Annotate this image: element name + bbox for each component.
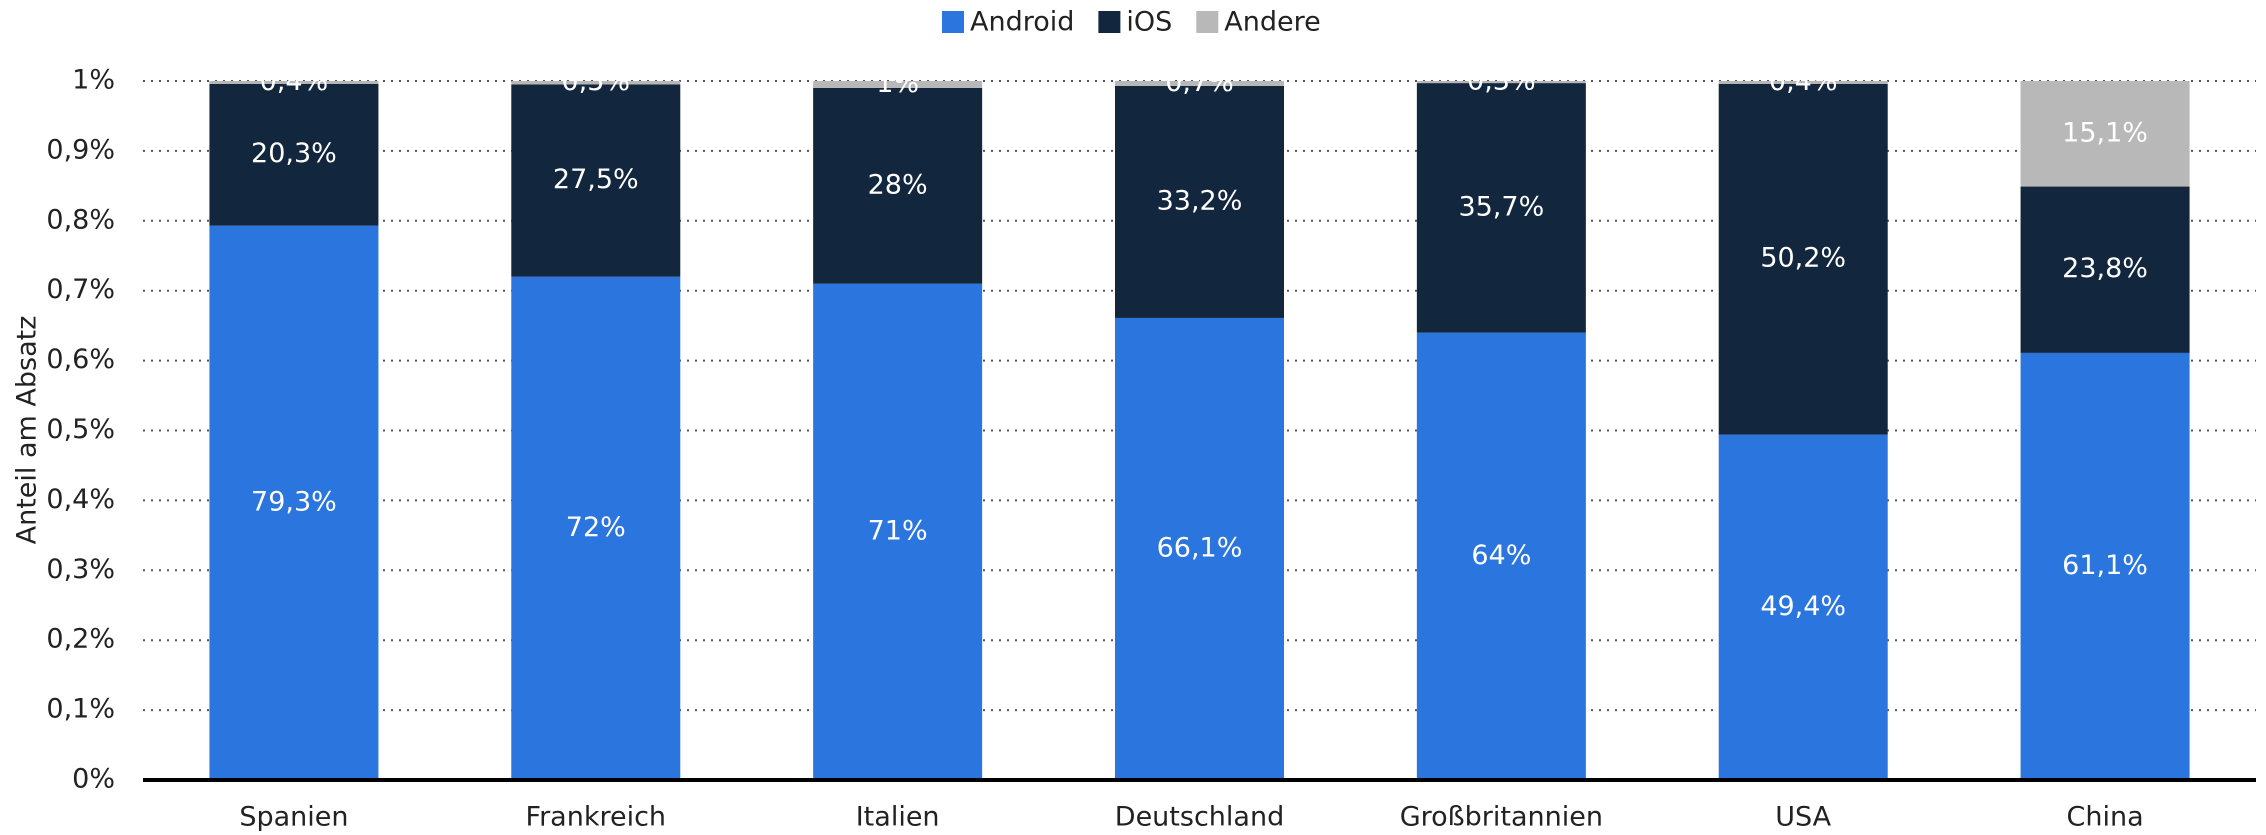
bar-segment <box>813 87 983 284</box>
data-label: 0,4% <box>1769 66 1838 97</box>
data-label: 35,7% <box>1458 191 1544 222</box>
bar-segment <box>511 276 681 780</box>
y-tick-label: 0,4% <box>46 484 115 515</box>
legend-label: Android <box>970 7 1074 38</box>
legend-swatch <box>1196 11 1219 33</box>
bar-segment <box>1416 81 1586 84</box>
data-label: 15,1% <box>2062 117 2148 148</box>
data-label: 0,7% <box>1165 67 1234 98</box>
bar-segment <box>813 283 983 780</box>
bar-segment <box>209 225 379 780</box>
bar-segment <box>813 81 983 88</box>
bar-segment <box>209 83 379 226</box>
y-tick-label: 0,5% <box>46 414 115 445</box>
bar-segment <box>1718 81 1888 84</box>
y-tick-label: 0,9% <box>46 134 115 165</box>
x-tick-label: Spanien <box>239 802 348 833</box>
y-tick-label: 0,1% <box>46 694 115 725</box>
data-label: 72% <box>566 512 626 543</box>
data-label: 66,1% <box>1157 532 1243 563</box>
data-label: 61,1% <box>2062 550 2148 581</box>
x-tick-label: Frankreich <box>526 802 667 833</box>
legend-label: iOS <box>1126 7 1172 38</box>
bar-segment <box>1718 434 1888 780</box>
bar-segment <box>2020 81 2190 187</box>
bar-segment <box>209 81 379 84</box>
data-label: 79,3% <box>251 486 337 517</box>
x-tick-label: Großbritannien <box>1400 802 1603 833</box>
x-tick-label: Italien <box>856 802 940 833</box>
legend-swatch <box>942 11 964 33</box>
legend-label: Andere <box>1224 7 1320 38</box>
bar-segment <box>2020 186 2190 353</box>
y-tick-label: 0,6% <box>46 344 115 375</box>
bar-segment <box>1416 332 1586 780</box>
y-tick-label: 0,3% <box>46 554 115 585</box>
bar-segment <box>1115 85 1284 318</box>
data-label: 0,5% <box>561 66 630 97</box>
y-tick-label: 0,8% <box>46 204 115 235</box>
data-label: 33,2% <box>1157 185 1243 216</box>
y-tick-label: 1% <box>72 65 115 96</box>
bar-segment <box>511 84 681 277</box>
bar-segment <box>511 81 681 85</box>
data-label: 27,5% <box>553 164 639 195</box>
bar-segment <box>1416 83 1586 333</box>
bar-segment <box>2020 352 2190 780</box>
data-label: 71% <box>868 515 928 546</box>
data-label: 1% <box>876 68 919 99</box>
data-label: 49,4% <box>1760 591 1846 622</box>
data-label: 23,8% <box>2062 253 2148 284</box>
data-label: 50,2% <box>1760 243 1846 274</box>
y-tick-label: 0,2% <box>46 624 115 655</box>
bar-segment <box>1115 317 1284 780</box>
y-axis-label: Anteil am Absatz <box>12 316 43 545</box>
data-label: 0,3% <box>1467 66 1536 97</box>
x-tick-label: USA <box>1775 802 1831 833</box>
y-tick-label: 0,7% <box>46 274 115 305</box>
data-label: 28% <box>868 169 928 200</box>
bar-segment <box>1115 81 1284 86</box>
data-label: 64% <box>1471 540 1531 571</box>
data-label: 0,4% <box>260 66 329 97</box>
legend-swatch <box>1098 11 1121 33</box>
bar-segment <box>1718 83 1888 435</box>
y-tick-label: 0% <box>72 764 115 795</box>
data-label: 20,3% <box>251 138 337 169</box>
x-tick-label: Deutschland <box>1115 802 1284 833</box>
x-tick-label: China <box>2067 802 2144 833</box>
